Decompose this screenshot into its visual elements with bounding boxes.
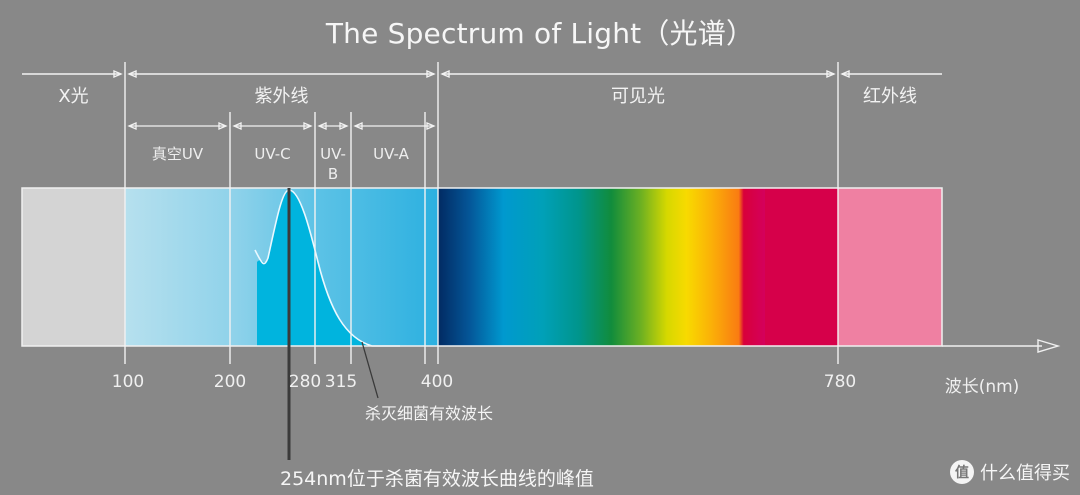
peak-annotation: 254nm位于杀菌有效波长曲线的峰值 xyxy=(280,468,594,490)
tick-label-280: 280 xyxy=(288,372,322,392)
subband-label-uvc: UV-C xyxy=(254,145,291,163)
red-band xyxy=(765,188,838,346)
subband-label-uvb-line1: UV- xyxy=(320,145,346,163)
subband-label-uva: UV-A xyxy=(373,145,409,163)
subband-label-uvb-line2: B xyxy=(327,165,339,183)
diagram-title: The Spectrum of Light（光谱） xyxy=(325,17,755,50)
tick-label-315: 315 xyxy=(324,372,358,392)
band-label-xray: X光 xyxy=(58,86,89,107)
germicidal-curve-annotation: 杀灭细菌有效波长 xyxy=(365,404,494,423)
visible-band xyxy=(438,188,765,346)
watermark: 值 什么值得买 xyxy=(950,459,1070,485)
axis-label-wavelength: 波长(nm) xyxy=(944,377,1020,397)
brand-text: 什么值得买 xyxy=(980,463,1070,484)
band-label-visible: 可见光 xyxy=(611,86,665,107)
tick-label-400: 400 xyxy=(420,372,454,392)
tick-label-200: 200 xyxy=(213,372,247,392)
subband-label-vacuum-uv: 真空UV xyxy=(151,145,204,163)
infrared-band xyxy=(838,188,942,346)
axis-arrow-icon xyxy=(1037,339,1061,353)
curve-pointer-line xyxy=(361,341,379,399)
brand-logo-icon: 值 xyxy=(950,460,974,484)
subband-label-uvb: UV- B xyxy=(315,144,351,184)
tick-label-780: 780 xyxy=(823,372,857,392)
germicidal-curve-line xyxy=(254,189,400,347)
band-label-infrared: 红外线 xyxy=(863,86,917,107)
band-label-uv: 紫外线 xyxy=(254,86,309,107)
tick-label-100: 100 xyxy=(111,372,145,392)
xray-band xyxy=(22,188,125,346)
